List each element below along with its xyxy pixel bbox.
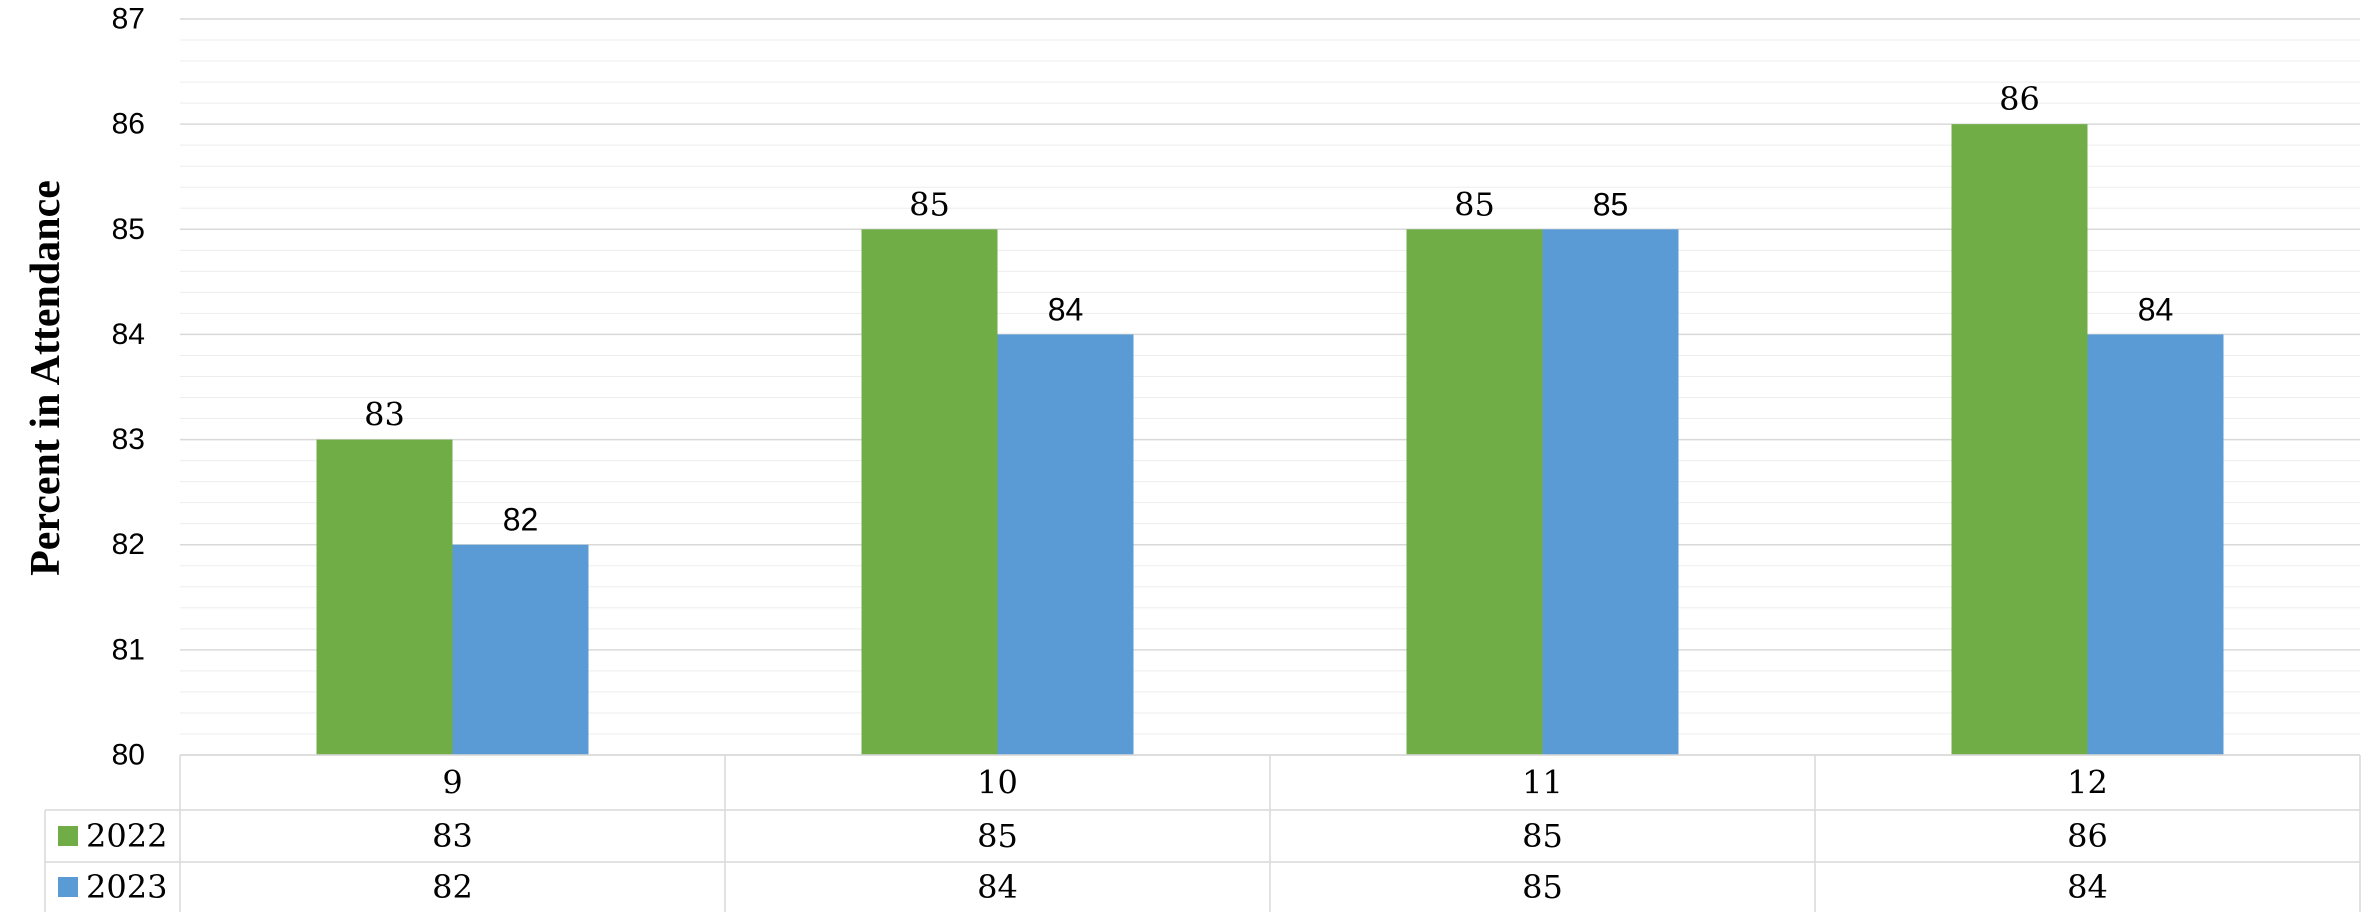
bar-series — [316, 124, 2224, 756]
data-label-2022-10: 85 — [909, 185, 950, 223]
table-cell-2023-10: 84 — [977, 868, 1018, 906]
data-label-2023-12: 84 — [2138, 291, 2174, 327]
y-tick-label: 86 — [112, 108, 145, 141]
bar-2022-10 — [861, 229, 998, 756]
legend-swatch-2023 — [58, 877, 78, 897]
bar-2022-12 — [1951, 124, 2088, 755]
table-cell-2022-12: 86 — [2067, 817, 2108, 855]
bar-2023-11 — [1542, 229, 1679, 756]
data-label-2022-11: 85 — [1454, 185, 1495, 223]
x-category-label: 12 — [2067, 764, 2108, 802]
data-label-2022-12: 86 — [1999, 80, 2040, 118]
data-label-2022-9: 83 — [364, 396, 405, 434]
data-label-2023-10: 84 — [1048, 291, 1084, 327]
data-table: 9 10 11 12 2022 83 85 85 86 2023 82 84 85 84 — [44, 754, 2361, 912]
y-tick-label: 81 — [112, 633, 145, 666]
data-label-2023-9: 82 — [503, 502, 539, 538]
table-cell-2023-11: 85 — [1522, 868, 1563, 906]
y-tick-label: 82 — [112, 528, 145, 561]
table-cell-2023-12: 84 — [2067, 868, 2108, 906]
legend-label-2022: 2022 — [86, 817, 167, 855]
y-tick-label: 80 — [112, 739, 145, 772]
table-cell-2022-11: 85 — [1522, 817, 1563, 855]
x-category-label: 10 — [977, 764, 1018, 802]
table-cell-2023-9: 82 — [432, 868, 473, 906]
y-axis-ticks: 80 81 82 83 84 85 86 87 — [112, 3, 145, 772]
x-category-label: 9 — [442, 764, 462, 802]
data-label-2023-11: 85 — [1593, 186, 1629, 222]
bar-2023-12 — [2087, 334, 2224, 755]
table-cell-2022-10: 85 — [977, 817, 1018, 855]
y-tick-label: 85 — [112, 213, 145, 246]
bar-2022-9 — [316, 439, 453, 755]
table-cell-2022-9: 83 — [432, 817, 473, 855]
y-tick-label: 84 — [112, 318, 145, 351]
bar-2022-11 — [1406, 229, 1543, 756]
legend-label-2023: 2023 — [86, 868, 167, 906]
bar-2023-9 — [452, 544, 589, 755]
legend-swatch-2022 — [58, 826, 78, 846]
bar-2023-10 — [997, 334, 1134, 755]
x-category-label: 11 — [1522, 764, 1563, 802]
y-axis-title: Percent in Attendance — [23, 180, 69, 576]
y-tick-label: 87 — [112, 3, 145, 36]
y-tick-label: 83 — [112, 423, 145, 456]
data-labels: 83 82 85 84 85 85 86 84 — [364, 80, 2173, 538]
